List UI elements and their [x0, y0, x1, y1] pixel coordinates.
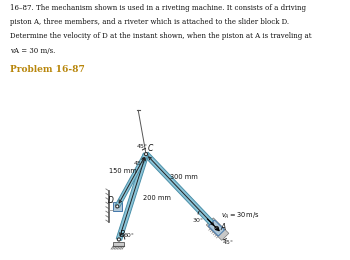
Text: A: A — [220, 223, 226, 232]
Polygon shape — [144, 152, 218, 230]
Text: 60°: 60° — [124, 233, 134, 238]
Circle shape — [215, 226, 218, 230]
Text: D: D — [108, 196, 114, 205]
Text: $v_A = 30\,\mathrm{m/s}$: $v_A = 30\,\mathrm{m/s}$ — [222, 211, 260, 221]
Text: 150 mm: 150 mm — [109, 168, 137, 174]
Polygon shape — [208, 220, 224, 236]
Circle shape — [117, 238, 120, 241]
Text: B: B — [120, 230, 125, 239]
Text: 200 mm: 200 mm — [144, 195, 171, 201]
Polygon shape — [113, 202, 121, 211]
Text: C: C — [148, 144, 153, 153]
Polygon shape — [206, 218, 229, 240]
Text: 16–87. The mechanism shown is used in a riveting machine. It consists of a drivi: 16–87. The mechanism shown is used in a … — [10, 4, 307, 12]
Text: 45°: 45° — [136, 144, 148, 149]
Circle shape — [145, 153, 148, 156]
Text: 300 mm: 300 mm — [170, 174, 198, 180]
Circle shape — [116, 205, 119, 208]
Text: 45°: 45° — [223, 240, 234, 245]
Text: Determine the velocity of D at the instant shown, when the piston at A is travel: Determine the velocity of D at the insta… — [10, 32, 312, 41]
Text: Problem 16-87: Problem 16-87 — [10, 65, 85, 74]
Text: 45°: 45° — [134, 161, 145, 166]
Polygon shape — [116, 153, 149, 240]
Text: vA = 30 m/s.: vA = 30 m/s. — [10, 47, 56, 55]
Polygon shape — [115, 153, 148, 207]
Text: 30°: 30° — [193, 218, 204, 223]
Text: piston A, three members, and a riveter which is attached to the slider block D.: piston A, three members, and a riveter w… — [10, 18, 290, 26]
Polygon shape — [113, 242, 124, 246]
